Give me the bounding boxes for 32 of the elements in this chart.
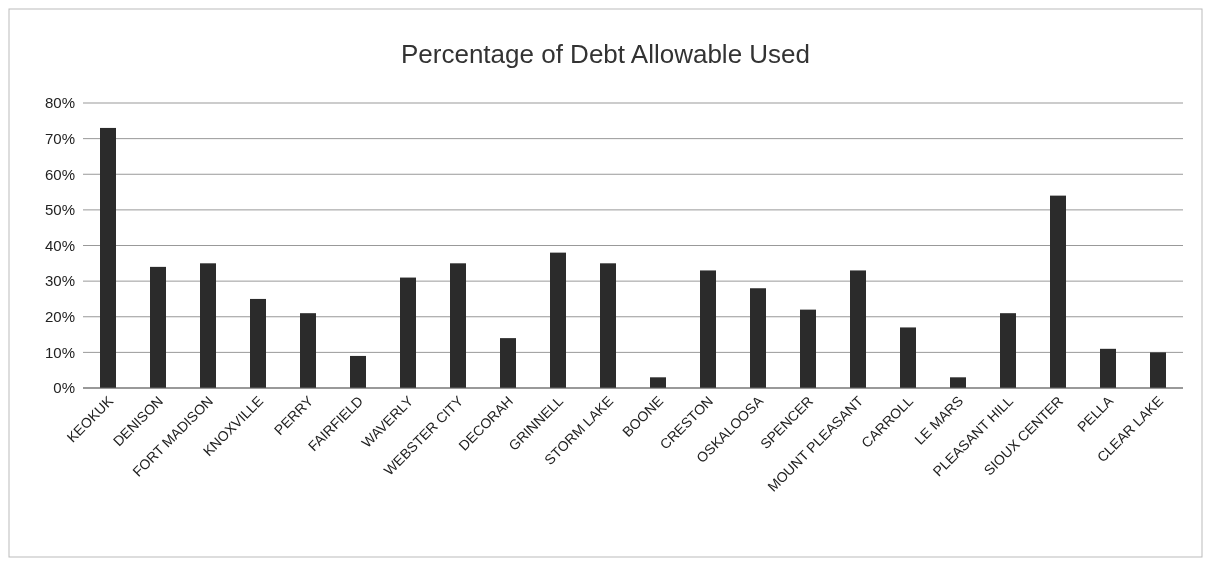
bar xyxy=(100,127,116,388)
bar xyxy=(900,327,916,388)
bar xyxy=(500,338,516,388)
bar xyxy=(1100,348,1116,388)
bar xyxy=(650,377,666,388)
y-tick-label: 20% xyxy=(44,308,75,325)
y-tick-label: 60% xyxy=(44,165,75,183)
y-tick-label: 30% xyxy=(44,272,75,290)
y-tick-label: 70% xyxy=(44,129,75,147)
bar xyxy=(350,355,366,388)
bar xyxy=(450,263,466,388)
y-tick-label: 0% xyxy=(53,379,75,397)
bar xyxy=(300,313,316,388)
bar xyxy=(700,270,716,388)
bar xyxy=(400,277,416,388)
bar xyxy=(600,263,616,388)
bar xyxy=(850,270,866,388)
bar xyxy=(950,377,966,388)
y-tick-label: 40% xyxy=(44,236,75,254)
bar xyxy=(1150,352,1166,388)
bar xyxy=(150,266,166,388)
bar xyxy=(550,252,566,388)
bar xyxy=(200,263,216,388)
bar xyxy=(1050,195,1066,388)
y-tick-label: 10% xyxy=(44,343,75,361)
y-tick-label: 50% xyxy=(44,201,75,219)
chart-title: Percentage of Debt Allowable Used xyxy=(400,39,811,69)
bar xyxy=(750,288,766,388)
bar xyxy=(1000,313,1016,388)
y-tick-label: 80% xyxy=(44,94,75,112)
bar xyxy=(800,309,816,388)
bar xyxy=(250,298,266,388)
